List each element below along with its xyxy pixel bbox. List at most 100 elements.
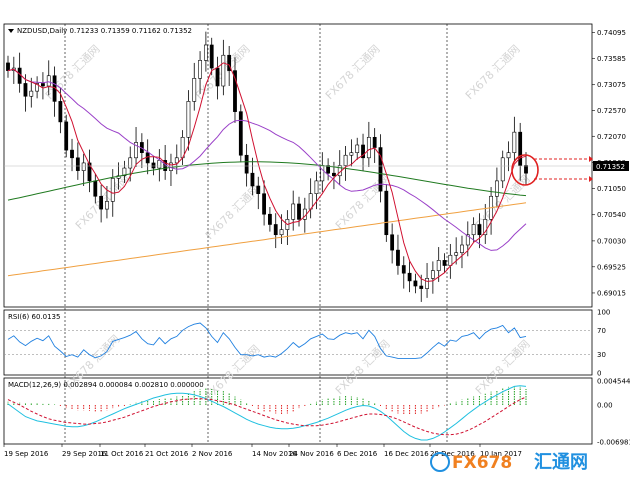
macd-axis: 0.004544 0.00 -0.006981	[597, 377, 630, 446]
price-tick-label-10: 0.69015	[597, 289, 626, 297]
dropdown-triangle-icon[interactable]	[8, 29, 14, 33]
candle-body-72	[425, 278, 429, 289]
candle-body-89	[524, 165, 528, 174]
candle-body-0	[6, 62, 10, 71]
candle-body-77	[454, 252, 459, 256]
candle-body-40	[238, 111, 243, 156]
candle-body-21	[128, 157, 133, 169]
candle-body-60	[355, 144, 360, 153]
logo-ring-icon	[430, 452, 450, 472]
current-price-label: 0.71352	[596, 163, 625, 171]
date-tick-label-7: 6 Dec 2016	[337, 450, 378, 458]
macd-tick-label-0: 0.004544	[597, 377, 630, 385]
watermark-2: FX678 汇通网	[323, 42, 383, 102]
rsi-tick-label-1: 70	[597, 327, 606, 335]
candle-body-63	[372, 136, 377, 148]
candle-body-31	[186, 101, 191, 138]
candle-body-13	[81, 162, 86, 171]
macd-tick-label-2: -0.006981	[597, 439, 630, 447]
candle-body-32	[192, 78, 197, 102]
price-tick-label-9: 0.69525	[597, 263, 626, 271]
candle-body-71	[419, 285, 424, 289]
symbol-header: NZDUSD,Daily 0.71233 0.71359 0.71162 0.7…	[17, 27, 192, 35]
price-tick-label-7: 0.70540	[597, 211, 626, 219]
macd-label: MACD(12,26,9) 0.002894 0.000084 0.002810…	[8, 381, 204, 389]
candle-body-59	[349, 152, 354, 156]
candle-body-42	[250, 172, 255, 187]
candle-body-78	[460, 244, 464, 253]
rsi-panel-frame	[3, 309, 593, 376]
price-tick-label-0: 0.74095	[597, 29, 626, 37]
candle-body-20	[122, 167, 127, 177]
candle-body-52	[308, 193, 313, 210]
rsi-tick-label-3: 0	[597, 370, 601, 378]
price-tick-label-6: 0.71050	[597, 185, 626, 193]
candle-body-68	[401, 265, 406, 274]
candle-body-35	[209, 44, 214, 69]
candle-body-14	[87, 162, 92, 182]
candle-body-34	[203, 44, 208, 61]
candle-body-10	[64, 121, 69, 151]
candle-body-38	[227, 54, 232, 71]
date-tick-label-4: 2 Nov 2016	[192, 450, 233, 458]
watermark-9: FX678 汇通网	[203, 342, 263, 402]
candle-body-54	[320, 165, 325, 182]
date-tick-label-9: 29 Dec 2016	[430, 450, 475, 458]
ma-long-green-line	[7, 161, 527, 201]
candle-body-56	[332, 172, 336, 177]
macd-signal-line	[7, 396, 527, 436]
candle-body-26	[157, 160, 162, 169]
candle-body-65	[384, 190, 389, 236]
candle-body-39	[233, 70, 237, 112]
candle-body-18	[110, 178, 115, 202]
macd-tick-label-1: 0.00	[597, 401, 613, 409]
watermark-3: FX678 汇通网	[463, 42, 523, 102]
candle-body-88	[518, 131, 523, 166]
candle-body-53	[314, 180, 319, 195]
candles	[6, 31, 528, 302]
candle-body-36	[215, 67, 220, 87]
date-tick-label-2: 11 Oct 2016	[100, 450, 144, 458]
logo-text: FX678	[452, 453, 512, 473]
date-tick-label-6: 24 Nov 2016	[289, 450, 334, 458]
candle-body-43	[256, 185, 261, 195]
support-arrow-icon	[589, 176, 593, 182]
candle-body-84	[494, 180, 499, 197]
candle-body-69	[407, 272, 412, 282]
candle-body-82	[483, 219, 488, 236]
candle-body-80	[471, 224, 476, 236]
candle-body-33	[198, 60, 202, 79]
candle-body-81	[477, 224, 482, 236]
date-tick-label-8: 16 Dec 2016	[384, 450, 429, 458]
resistance-arrow-icon	[589, 156, 593, 162]
candle-body-55	[326, 165, 331, 174]
candle-body-45	[268, 213, 272, 225]
candle-body-87	[512, 131, 517, 153]
candle-body-50	[297, 203, 301, 220]
candle-body-5	[35, 83, 40, 92]
candle-body-37	[221, 54, 226, 87]
candle-body-16	[99, 195, 104, 210]
price-tick-label-8: 0.70030	[597, 237, 626, 245]
highlight-circle	[511, 154, 539, 186]
logo-cn-text: 汇通网	[534, 452, 588, 473]
fx678-logo: FX678 汇通网	[430, 452, 588, 473]
price-tick-label-1: 0.73585	[597, 55, 626, 63]
candle-body-44	[262, 193, 266, 215]
candle-body-66	[390, 234, 395, 251]
candle-body-58	[343, 154, 348, 166]
period-separators	[64, 24, 448, 444]
ma-short-red-line	[7, 62, 527, 282]
macd-histogram	[7, 385, 527, 416]
price-tick-label-2: 0.73075	[597, 81, 626, 89]
candle-body-47	[279, 229, 284, 236]
candle-body-15	[93, 180, 98, 197]
candle-body-86	[506, 152, 511, 159]
date-tick-label-5: 14 Nov 2016	[252, 450, 297, 458]
date-tick-label-0: 19 Sep 2016	[4, 450, 49, 458]
candle-body-73	[430, 270, 435, 279]
candle-body-74	[436, 260, 441, 271]
price-tick-label-3: 0.72570	[597, 107, 626, 115]
candle-body-3	[23, 83, 28, 97]
